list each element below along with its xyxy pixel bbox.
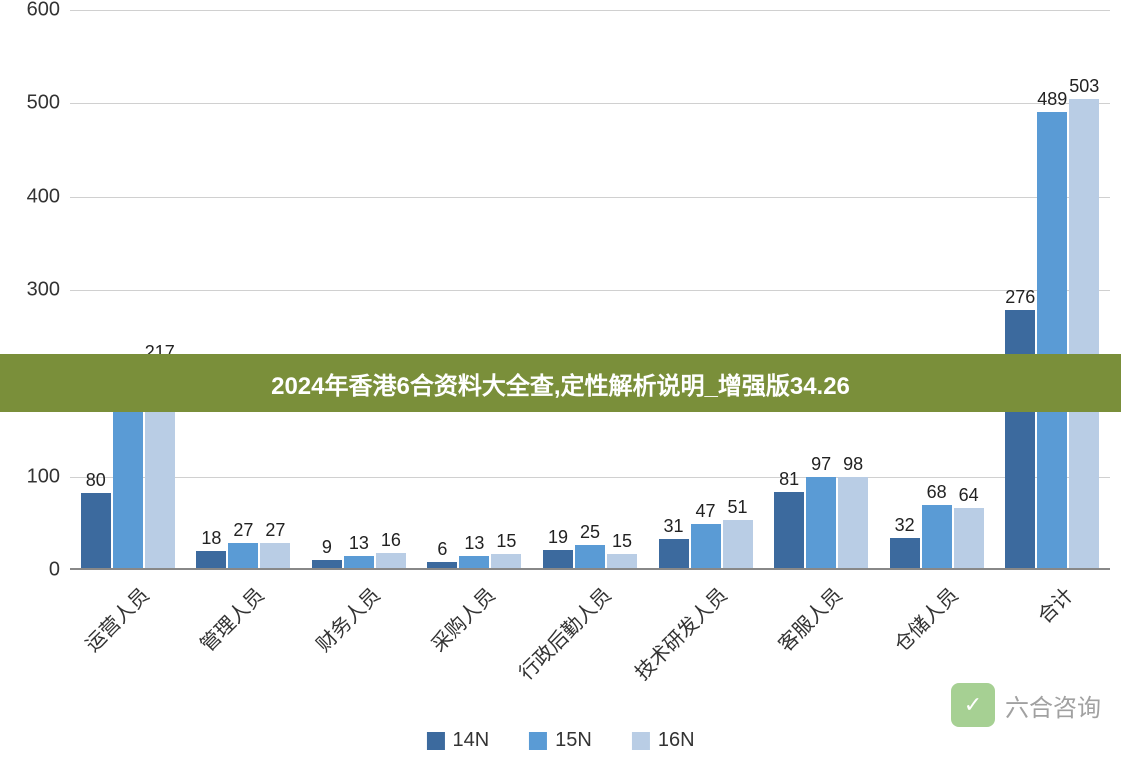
bar: 81: [774, 492, 804, 568]
x-tick-label: 财务人员: [308, 580, 385, 657]
bar: 6: [427, 562, 457, 568]
gridline: [70, 10, 1110, 11]
bar-value-label: 68: [927, 482, 947, 503]
legend-item: 15N: [529, 729, 592, 752]
bar: 27: [260, 543, 290, 568]
bar: 80: [81, 493, 111, 568]
legend-swatch: [529, 732, 547, 750]
bar-value-label: 51: [728, 497, 748, 518]
bar-value-label: 97: [811, 454, 831, 475]
gridline: [70, 197, 1110, 198]
bar: 19: [543, 550, 573, 568]
x-tick-label: 合计: [1030, 580, 1079, 629]
bar-value-label: 47: [696, 501, 716, 522]
bar-group: 182727: [196, 543, 290, 568]
bar: 276: [1005, 310, 1035, 568]
legend-item: 16N: [632, 729, 695, 752]
x-tick-label: 行政后勤人员: [511, 580, 616, 685]
bar-group: 91316: [312, 553, 406, 568]
bar: 15: [491, 554, 521, 568]
bar-value-label: 16: [381, 530, 401, 551]
bar: 32: [890, 538, 920, 568]
bar-value-label: 98: [843, 454, 863, 475]
bar-value-label: 64: [959, 485, 979, 506]
bar-value-label: 19: [548, 527, 568, 548]
bar-value-label: 27: [233, 520, 253, 541]
bar-value-label: 15: [496, 531, 516, 552]
y-tick-label: 100: [0, 465, 60, 488]
bar: 503: [1069, 99, 1099, 568]
bar: 51: [723, 520, 753, 568]
gridline: [70, 477, 1110, 478]
bar-value-label: 81: [779, 469, 799, 490]
bar-value-label: 15: [612, 531, 632, 552]
bar-value-label: 25: [580, 522, 600, 543]
legend-label: 16N: [658, 729, 695, 752]
bar-value-label: 13: [349, 533, 369, 554]
wechat-icon: ✓: [951, 683, 995, 727]
overlay-text: 2024年香港6合资料大全查,定性解析说明_增强版34.26: [271, 366, 850, 401]
bar: 15: [607, 554, 637, 568]
gridline: [70, 290, 1110, 291]
bar-group: 276489503: [1005, 99, 1099, 568]
bar: 9: [312, 560, 342, 568]
bar: 16: [376, 553, 406, 568]
bar: 98: [838, 477, 868, 568]
bar: 47: [691, 524, 721, 568]
bar-value-label: 32: [895, 515, 915, 536]
y-tick-label: 300: [0, 279, 60, 302]
watermark-text: 六合咨询: [1005, 688, 1101, 723]
bar-value-label: 489: [1037, 89, 1067, 110]
plot-area: 0100200300400500600801992171827279131661…: [70, 10, 1110, 570]
chart-container: 0100200300400500600801992171827279131661…: [50, 10, 1110, 630]
bar: 68: [922, 505, 952, 568]
legend-label: 15N: [555, 729, 592, 752]
bar-value-label: 18: [201, 528, 221, 549]
x-tick-label: 采购人员: [424, 580, 501, 657]
bar-value-label: 31: [664, 516, 684, 537]
legend: 14N 15N 16N: [426, 729, 694, 752]
bar-group: 192515: [543, 545, 637, 568]
legend-item: 14N: [426, 729, 489, 752]
x-tick-label: 管理人员: [193, 580, 270, 657]
overlay-banner: 2024年香港6合资料大全查,定性解析说明_增强版34.26: [0, 354, 1121, 412]
bar: 31: [659, 539, 689, 568]
bar-value-label: 276: [1005, 287, 1035, 308]
bar: 27: [228, 543, 258, 568]
bar: 13: [459, 556, 489, 568]
bar-group: 326864: [890, 505, 984, 568]
x-tick-label: 技术研发人员: [627, 580, 732, 685]
x-tick-label: 运营人员: [77, 580, 154, 657]
bar-group: 61315: [427, 554, 521, 568]
bar-value-label: 503: [1069, 76, 1099, 97]
x-tick-label: 仓储人员: [886, 580, 963, 657]
y-tick-label: 400: [0, 185, 60, 208]
x-tick-label: 客服人员: [771, 580, 848, 657]
bar-value-label: 80: [86, 470, 106, 491]
bar-group: 314751: [659, 520, 753, 568]
legend-swatch: [632, 732, 650, 750]
legend-label: 14N: [452, 729, 489, 752]
bar: 97: [806, 477, 836, 568]
y-tick-label: 600: [0, 0, 60, 22]
legend-swatch: [426, 732, 444, 750]
watermark: ✓ 六合咨询: [951, 683, 1101, 727]
bar: 489: [1037, 112, 1067, 568]
bar: 18: [196, 551, 226, 568]
gridline: [70, 103, 1110, 104]
y-tick-label: 500: [0, 92, 60, 115]
bar-value-label: 13: [464, 533, 484, 554]
bar-group: 819798: [774, 477, 868, 568]
bar-value-label: 9: [322, 537, 332, 558]
bar: 13: [344, 556, 374, 568]
bar-value-label: 27: [265, 520, 285, 541]
bar: 64: [954, 508, 984, 568]
bar-value-label: 6: [437, 539, 447, 560]
y-tick-label: 0: [0, 559, 60, 582]
bar: 25: [575, 545, 605, 568]
